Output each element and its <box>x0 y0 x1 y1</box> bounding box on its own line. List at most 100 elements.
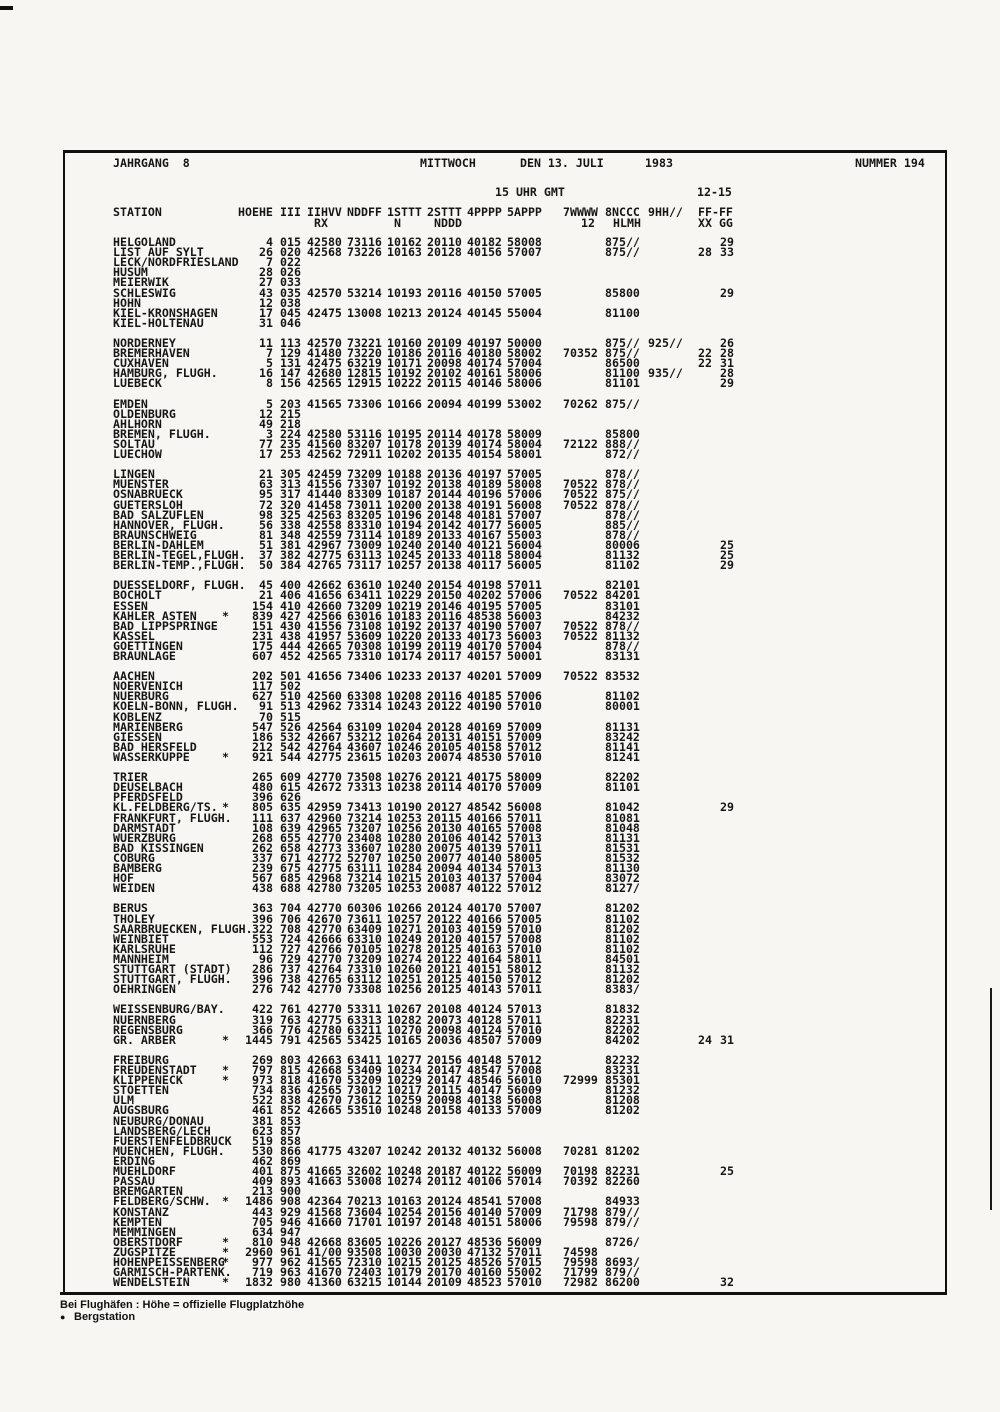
5appp-cell: 57010 <box>507 941 542 956</box>
5appp-cell: 57013 <box>507 861 542 876</box>
9hh-cell <box>648 691 698 701</box>
4pppp-cell <box>467 318 507 328</box>
iihvv-cell: 42780 <box>307 881 342 896</box>
ff-gg-cell <box>720 671 741 681</box>
iii-cell: 038 <box>280 295 301 310</box>
5appp-cell: 58008 <box>507 477 542 492</box>
1sttt-cell: 10186 <box>387 346 422 361</box>
nddff-cell: 83605 <box>347 1234 382 1249</box>
9hh-cell <box>648 752 698 762</box>
bergstation-marker <box>222 1207 243 1217</box>
ff-xx-cell <box>698 691 720 701</box>
nddff-cell: 63111 <box>347 861 382 876</box>
ff-xx-cell <box>698 772 720 782</box>
nddff-cell: 32602 <box>347 1164 382 1179</box>
4pppp-cell: 40143 <box>467 982 502 997</box>
4pppp-cell: 40147 <box>467 1083 502 1098</box>
nddff-cell: 73314 <box>347 699 382 714</box>
8nccc-cell: 81102 <box>605 689 640 704</box>
station-cell: KLIPPENECK <box>113 1073 183 1088</box>
iihvv-cell: 41665 <box>307 1164 342 1179</box>
ff-xx-cell <box>698 863 720 873</box>
ff-xx-cell <box>698 1105 720 1115</box>
7wwww-cell <box>563 318 605 328</box>
ff-gg-cell: 31 <box>720 356 734 371</box>
iihvv-cell: 42772 <box>307 851 342 866</box>
5appp-cell: 57014 <box>507 1174 542 1189</box>
4pppp-cell: 40178 <box>467 426 502 441</box>
1sttt-cell <box>387 1116 427 1126</box>
hoehe-cell: 56 <box>259 517 273 532</box>
station-cell: BAD HERSFELD <box>113 739 197 754</box>
nddff-cell: 53116 <box>347 426 382 441</box>
7wwww-cell <box>563 378 605 388</box>
8nccc-cell: 81130 <box>605 861 640 876</box>
2sttt-cell: 20124 <box>427 305 462 320</box>
hoehe-cell: 396 <box>252 911 273 926</box>
ff-xx-cell <box>698 298 720 308</box>
ff-gg-cell <box>720 732 741 742</box>
iii-cell: 615 <box>280 780 301 795</box>
1sttt-cell: 10222 <box>387 376 422 391</box>
hoehe-cell: 269 <box>252 1052 273 1067</box>
ff-xx-cell <box>698 712 720 722</box>
5appp-cell: 57006 <box>507 588 542 603</box>
ff-gg-cell <box>720 449 741 459</box>
iii-cell: 046 <box>280 315 301 330</box>
7wwww-cell <box>563 813 605 823</box>
station-cell: LECK/NORDFRIESLAND <box>113 255 239 270</box>
bergstation-marker <box>222 782 243 792</box>
7wwww-cell: 70198 <box>563 1164 598 1179</box>
9hh-cell <box>648 621 698 631</box>
ff-gg-cell <box>720 601 741 611</box>
hoehe-cell: 37 <box>259 548 273 563</box>
9hh-cell <box>648 419 698 429</box>
4pppp-cell: 40197 <box>467 335 502 350</box>
iii-cell: 900 <box>280 1184 301 1199</box>
1sttt-cell: 10234 <box>387 1062 422 1077</box>
2sttt-cell: 20114 <box>427 780 462 795</box>
1sttt-cell <box>387 267 427 277</box>
8nccc-cell: 81048 <box>605 820 640 835</box>
table-row: STUTTGART, FLUGH. 396 738 42765 63112 10251 20… <box>113 972 741 987</box>
bergstation-marker <box>222 974 243 984</box>
nddff-cell: 53209 <box>347 1073 382 1088</box>
table-row: KOBLENZ 70 515 <box>113 711 741 723</box>
table-row: HAMBURG, FLUGH. 16 147 42680 12815 10192 20102… <box>113 367 741 379</box>
station-group: DUESSELDORF, FLUGH. 45 400 42662 63610 10240 2… <box>113 579 741 664</box>
bergstation-marker <box>222 368 243 378</box>
table-row: KLIPPENECK * 973 818 41670 53209 10229 20147 485… <box>113 1073 741 1088</box>
iihvv-cell: 42960 <box>307 810 342 825</box>
4pppp-cell: 40167 <box>467 527 502 542</box>
7wwww-cell <box>563 944 605 954</box>
9hh-cell <box>648 1025 698 1035</box>
col-header-7wwww: 7WWWW <box>563 205 598 219</box>
9hh-cell <box>648 954 698 964</box>
hoehe-cell: 1832 <box>245 1275 273 1290</box>
table-row: KEMPTEN 705 946 41660 71701 10197 20148 40151 58… <box>113 1216 741 1228</box>
2sttt-cell: 20103 <box>427 921 462 936</box>
bergstation-marker <box>222 823 243 833</box>
9hh-cell <box>648 1217 698 1227</box>
ff-gg-cell: 26 <box>720 335 734 350</box>
9hh-cell <box>648 257 698 267</box>
9hh-cell <box>648 742 698 752</box>
1sttt-cell: 10174 <box>387 649 422 664</box>
4pppp-cell: 40150 <box>467 285 502 300</box>
station-cell: BOCHOLT <box>113 588 162 603</box>
nddff-cell <box>347 318 387 328</box>
hoehe-cell: 396 <box>252 972 273 987</box>
iihvv-cell: 42580 <box>307 235 342 249</box>
4pppp-cell: 47132 <box>467 1244 502 1259</box>
frame-top-border <box>63 150 947 153</box>
hoehe-cell: 319 <box>252 1012 273 1027</box>
ff-xx-cell <box>698 257 720 267</box>
5appp-cell: 58012 <box>507 962 542 977</box>
9hh-cell <box>648 520 698 530</box>
4pppp-cell: 40124 <box>467 1002 502 1017</box>
table-row: BAD SALZUFLEN 98 325 42563 83205 10196 20148 40… <box>113 509 741 521</box>
table-row: KARLSRUHE 112 727 42766 70105 10278 20125 40163… <box>113 941 741 956</box>
ff-xx-cell <box>698 1166 720 1176</box>
iihvv-cell: 42564 <box>307 719 342 734</box>
nddff-cell: 23408 <box>347 830 382 845</box>
